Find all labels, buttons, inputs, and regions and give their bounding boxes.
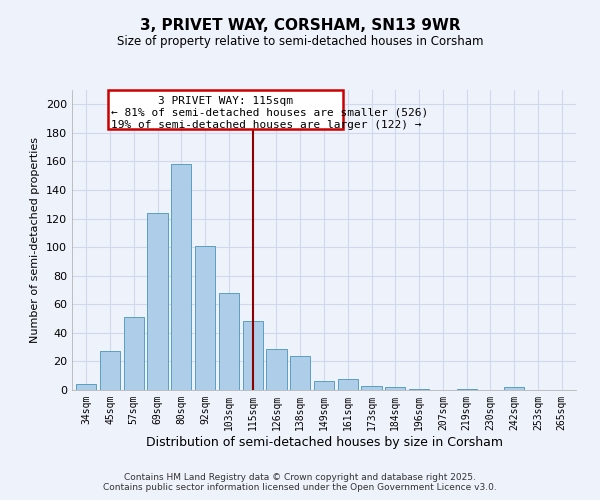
Bar [385, 387, 406, 390]
Bar [457, 388, 477, 390]
FancyBboxPatch shape [107, 90, 343, 128]
Bar [148, 213, 167, 390]
Text: Contains HM Land Registry data © Crown copyright and database right 2025.: Contains HM Land Registry data © Crown c… [124, 474, 476, 482]
Text: ← 81% of semi-detached houses are smaller (526): ← 81% of semi-detached houses are smalle… [111, 107, 428, 117]
Bar [361, 386, 382, 390]
Bar [195, 246, 215, 390]
Bar [504, 387, 524, 390]
Text: 3, PRIVET WAY, CORSHAM, SN13 9WR: 3, PRIVET WAY, CORSHAM, SN13 9WR [140, 18, 460, 32]
Bar [290, 356, 310, 390]
Text: 3 PRIVET WAY: 115sqm: 3 PRIVET WAY: 115sqm [158, 96, 293, 106]
Text: Size of property relative to semi-detached houses in Corsham: Size of property relative to semi-detach… [117, 35, 483, 48]
Bar [338, 378, 358, 390]
Bar [409, 388, 429, 390]
Bar [76, 384, 97, 390]
Bar [100, 352, 120, 390]
Bar [314, 382, 334, 390]
Bar [266, 348, 287, 390]
Text: 19% of semi-detached houses are larger (122) →: 19% of semi-detached houses are larger (… [111, 120, 422, 130]
Bar [171, 164, 191, 390]
X-axis label: Distribution of semi-detached houses by size in Corsham: Distribution of semi-detached houses by … [146, 436, 503, 448]
Bar [219, 293, 239, 390]
Text: Contains public sector information licensed under the Open Government Licence v3: Contains public sector information licen… [103, 484, 497, 492]
Bar [124, 317, 144, 390]
Y-axis label: Number of semi-detached properties: Number of semi-detached properties [31, 137, 40, 343]
Bar [242, 322, 263, 390]
